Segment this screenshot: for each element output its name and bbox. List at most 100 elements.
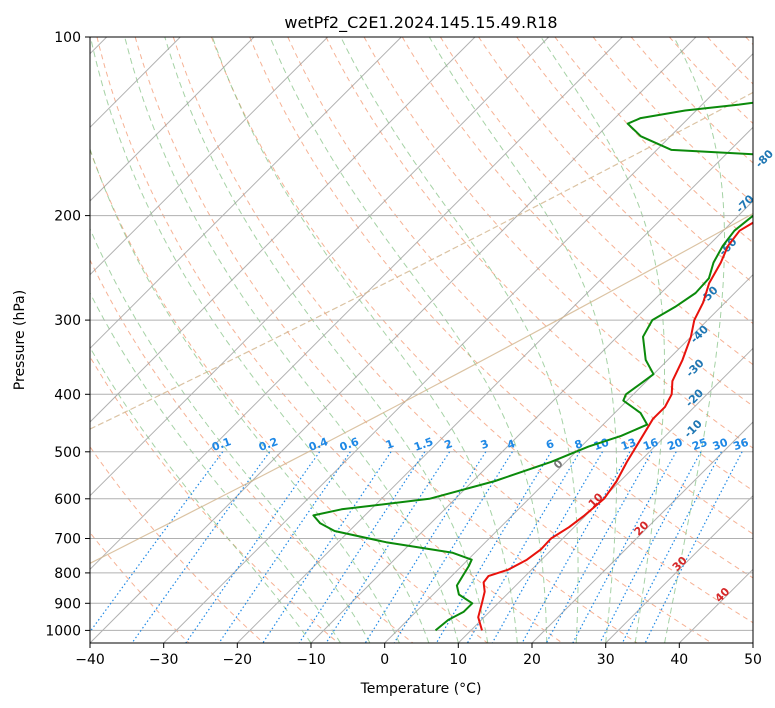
moist-adiabat-line [90, 227, 371, 643]
mixing-ratio-line [599, 451, 702, 643]
mixing-ratio-line [262, 451, 392, 643]
background-lines [90, 37, 753, 643]
moist-adiabat-line [340, 37, 579, 643]
mixing-ratio-label: 30 [711, 436, 730, 454]
x-tick-label: 30 [597, 652, 615, 668]
y-axis-ticks: 100 200 300 400 500 600 700 800 900 1000 [45, 30, 90, 639]
y-tick-label: 800 [54, 566, 81, 582]
isotherm-line [457, 347, 753, 643]
isotherm-line [90, 37, 329, 276]
y-tick-label: 100 [54, 30, 81, 46]
ice-line [90, 91, 753, 430]
y-tick-label: 300 [54, 313, 81, 329]
dry-adiabat-line [439, 37, 753, 366]
isotherm-line [531, 421, 753, 643]
mixing-ratio-label: 1 [384, 437, 396, 452]
moist-adiabat-line [90, 147, 400, 643]
mixing-ratio-line [325, 451, 451, 643]
y-tick-label: 400 [54, 387, 81, 403]
moist-adiabat-line [90, 37, 430, 643]
mixing-ratio-line [545, 451, 653, 643]
x-tick-label: 40 [670, 652, 688, 668]
mixing-ratio-label: 20 [666, 436, 685, 454]
moist-adiabat-line [211, 37, 518, 643]
dry-adiabat-label: -80 [753, 147, 775, 170]
mixing-ratio-line [218, 451, 351, 643]
isotherm-line [90, 37, 697, 643]
mixing-ratio-line [521, 451, 631, 643]
dry-adiabat-line [90, 531, 190, 643]
mixing-ratio-label: 25 [690, 436, 709, 453]
mixing-ratio-line [466, 451, 581, 643]
moist-adiabat-line [664, 37, 725, 643]
dewpoint-profile [312, 101, 753, 632]
sounding-profiles [312, 101, 753, 632]
isotherm-label: 30 [670, 554, 690, 574]
mixing-ratio-label: 2 [443, 437, 455, 452]
isotherm-line [90, 37, 550, 497]
dry-adiabat-line [745, 37, 753, 46]
dry-adiabat-line [516, 37, 753, 284]
mixing-ratio-label: 13 [619, 436, 638, 453]
mixing-ratio-line [572, 451, 677, 643]
dry-adiabat-label: -20 [683, 386, 706, 409]
y-axis-label: Pressure (hPa) [12, 290, 28, 390]
mixing-ratio-line [185, 451, 321, 643]
dry-adiabat-line [96, 37, 563, 643]
mixing-ratio-label: 8 [573, 437, 585, 452]
dry-adiabat-line [363, 37, 753, 449]
mixing-ratio-line [393, 451, 513, 643]
dry-adiabat-line [90, 445, 264, 643]
isotherm-line [605, 494, 753, 643]
x-tick-label: −40 [75, 652, 105, 668]
dry-adiabat-line [478, 37, 753, 325]
mixing-ratio-label: 0.6 [338, 435, 361, 454]
x-tick-label: −10 [296, 652, 326, 668]
dry-adiabat-line [630, 37, 753, 164]
mixing-ratio-line [621, 451, 722, 643]
y-tick-label: 900 [54, 596, 81, 612]
chart-title: wetPf2_C2E1.2024.145.15.49.R18 [284, 13, 557, 33]
isotherm-line [384, 273, 753, 643]
dry-adiabat-line [172, 37, 712, 643]
mixing-ratio-line [491, 451, 604, 643]
mixing-ratio-label: 16 [641, 436, 660, 454]
isotherm-line [90, 37, 402, 350]
mixing-ratio-label: 6 [544, 437, 556, 452]
mixing-ratio-label: 0.4 [307, 435, 330, 454]
dry-adiabat-line [90, 355, 339, 643]
dry-adiabat-line [707, 37, 753, 85]
isotherm-line [90, 37, 623, 571]
isotherm-line [310, 200, 753, 643]
mixing-ratio-label: 0.2 [257, 435, 280, 454]
dry-adiabat-line [249, 37, 753, 579]
dry-adiabat-line [90, 258, 414, 643]
isotherm-line [163, 52, 753, 643]
mixing-ratio-label: 4 [505, 437, 517, 452]
moist-adiabat-line [540, 37, 665, 643]
x-tick-label: −20 [223, 652, 253, 668]
moist-adiabat-line [164, 37, 489, 643]
x-tick-label: 0 [380, 652, 389, 668]
mixing-ratio-label: 3 [479, 437, 491, 452]
moist-adiabat-line [428, 37, 618, 643]
isotherm-label: 40 [712, 585, 732, 605]
x-tick-label: −30 [149, 652, 179, 668]
moist-adiabat-line [124, 37, 459, 643]
mixing-ratio-label: 36 [731, 436, 750, 454]
dry-adiabat-labels: -100-90-80-70-60-50-40-30-20-10 [682, 147, 775, 441]
y-tick-label: 1000 [45, 623, 81, 639]
mixing-ratio-line [131, 451, 271, 643]
mixing-ratio-labels: 0.1 0.2 0.4 0.6 1 1.5 2 3 4 6 8 10 13 16 20 25 30 36 [210, 435, 751, 454]
isotherm-line [752, 642, 753, 643]
dry-adiabat-line [401, 37, 753, 407]
moist-adiabat-line [269, 37, 548, 643]
dry-adiabat-line [554, 37, 753, 244]
y-tick-label: 200 [54, 209, 81, 225]
dry-adiabat-label: -30 [683, 356, 706, 379]
dry-adiabat-line [211, 37, 753, 624]
dry-adiabat-line [592, 37, 753, 204]
mixing-ratio-label: 0.1 [210, 435, 233, 454]
mixing-ratio-line [644, 451, 743, 643]
